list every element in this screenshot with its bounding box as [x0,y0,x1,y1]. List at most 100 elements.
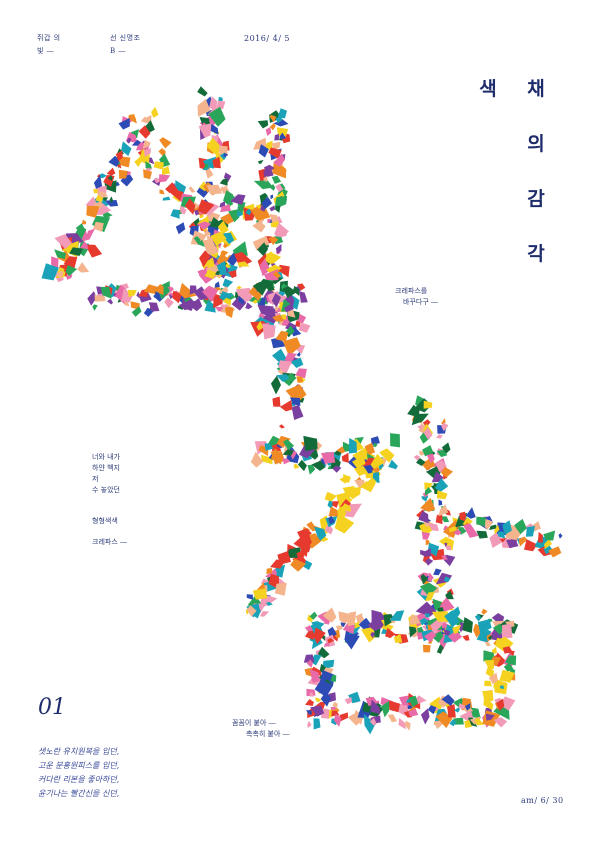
crayon-shaving [367,616,385,631]
crayon-shaving [228,209,240,223]
crayon-shaving [452,624,462,634]
crayon-shaving [336,492,353,509]
crayon-shaving [352,455,366,469]
crayon-shaving [389,700,400,713]
crayon-shaving [336,446,346,454]
crayon-shaving [277,551,291,565]
crayon-shaving [92,304,98,311]
crayon-shaving [295,320,301,328]
crayon-shaving [385,627,396,639]
crayon-shaving [199,214,204,219]
crayon-shaving [333,628,341,639]
crayon-shaving [151,106,159,118]
crayon-shaving [222,278,234,288]
crayon-shaving [269,123,276,131]
crayon-shaving [270,375,281,395]
crayon-shaving [208,106,226,127]
crayon-shaving [109,196,114,204]
crayon-shaving [223,172,232,183]
crayon-shaving [493,717,508,728]
crayon-shaving [104,200,119,207]
crayon-shaving [271,293,281,308]
crayon-shaving [124,301,130,307]
poem-line: 윤기나는 빨간신을 신던, [38,789,120,798]
crayon-shaving [296,550,305,560]
crayon-shaving [525,525,535,537]
crayon-shaving [389,610,405,621]
crayon-shaving [205,168,214,179]
crayon-shaving [57,270,64,280]
poem-line: 샛노란 유치원복을 입던, [38,747,120,756]
crayon-shaving [107,175,113,181]
crayon-shaving [419,582,438,596]
crayon-shaving [276,127,289,138]
crayon-shaving [278,290,286,297]
crayon-shaving [269,205,276,212]
crayon-shaving [153,161,164,170]
note-crayon: 크레파스를 바꾸다구 ― [395,286,438,308]
crayon-shaving [100,286,112,299]
note-line: 촉촉히 붙아 ― [246,730,290,738]
crayon-shaving [443,628,451,636]
crayon-shaving [393,633,403,643]
crayon-shaving [422,644,431,653]
crayon-shaving [413,455,420,462]
crayon-shaving [449,719,457,727]
crayon-shaving [69,247,83,256]
crayon-shaving [290,397,301,406]
crayon-shaving [435,460,447,473]
crayon-shaving [427,542,440,557]
crayon-shaving [445,590,454,600]
crayon-shaving [303,654,315,663]
title-char: 의 [527,133,545,155]
crayon-shaving [299,291,308,303]
crayon-shaving [237,295,245,305]
crayon-shaving [485,666,495,679]
crayon-shaving [223,242,229,249]
crayon-shaving [548,546,562,558]
crayon-shaving [502,623,513,639]
crayon-shaving [256,204,261,209]
crayon-shaving [283,439,295,451]
crayon-shaving [219,200,226,208]
crayon-shaving [494,524,500,535]
crayon-shaving [506,539,519,549]
crayon-shaving [275,183,284,193]
crayon-shaving [159,174,171,183]
crayon-shaving [453,529,462,536]
crayon-shaving [126,137,132,144]
crayon-shaving [438,504,449,517]
crayon-shaving [303,560,313,570]
crayon-shaving [421,495,429,502]
crayon-shaving [440,466,453,478]
crayon-shaving [453,717,464,725]
crayon-shaving [443,576,451,583]
crayon-shaving [222,297,232,306]
crayon-shaving [485,713,495,721]
crayon-shaving [259,192,269,204]
crayon-shaving [108,155,120,167]
crayon-shaving [246,605,257,617]
crayon-shaving [423,400,433,409]
crayon-shaving [275,117,283,124]
crayon-shaving [483,695,494,711]
crayon-shaving [274,236,284,245]
crayon-shaving [484,680,492,687]
crayon-shaving [419,432,431,444]
poem-line: 고운 분홍원피스를 입던, [38,761,120,770]
crayon-shaving [263,168,274,178]
crayon-shaving [193,286,210,301]
crayon-shaving [408,695,419,708]
crayon-shaving [344,697,352,705]
crayon-shaving [439,597,455,613]
note-line: 크레파스를 [395,287,428,295]
note-friend: 너와 내가 하얀 백지 저 수 놓았던 [92,452,120,496]
crayon-shaving [224,306,234,318]
crayon-shaving [359,473,367,480]
crayon-shaving [217,220,229,235]
crayon-shaving [462,634,470,641]
crayon-shaving [41,263,59,281]
crayon-shaving [297,459,307,472]
crayon-shaving [256,320,264,331]
